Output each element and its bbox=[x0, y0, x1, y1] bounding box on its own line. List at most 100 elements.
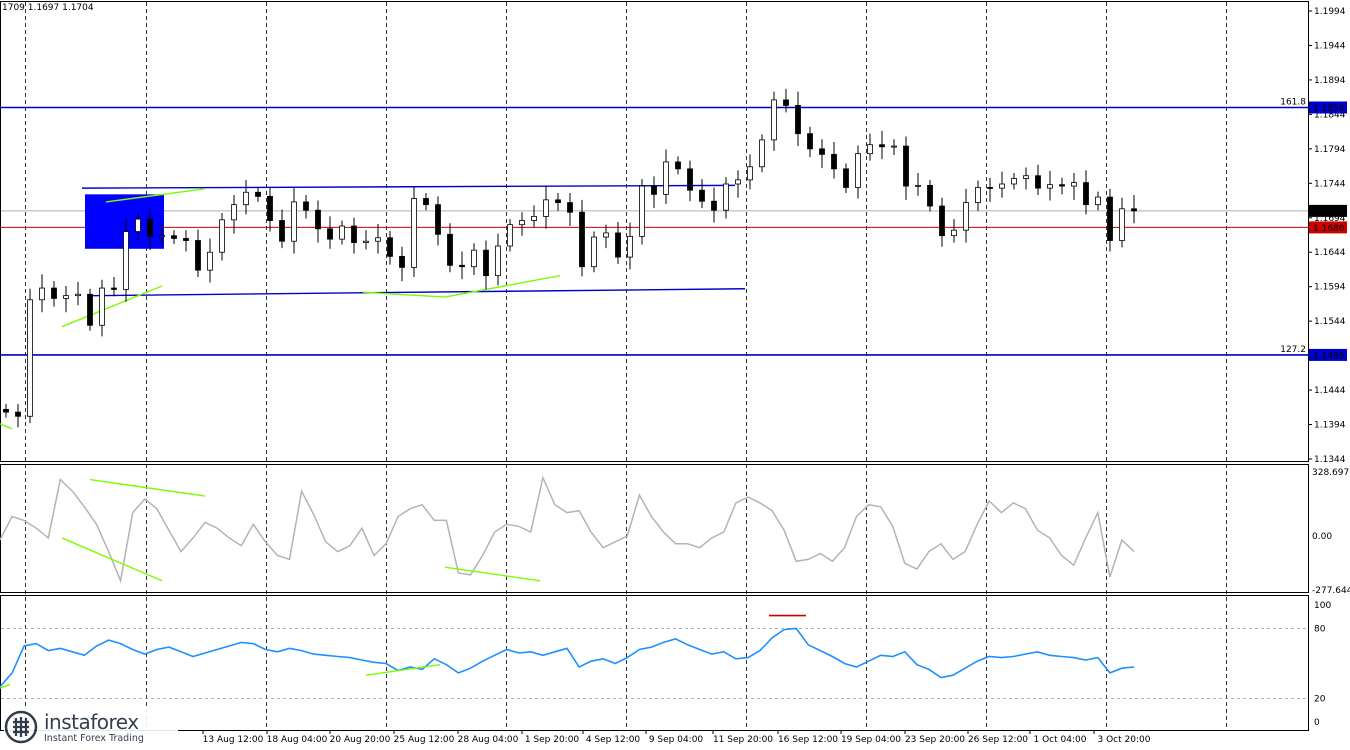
candle-body bbox=[879, 144, 885, 148]
candle-body bbox=[579, 211, 585, 268]
candle-body bbox=[867, 144, 873, 155]
price-tick-label: 1.1944 bbox=[1314, 41, 1346, 51]
cci-tick-label: 328.6976 bbox=[1312, 468, 1350, 478]
candle-body bbox=[975, 187, 981, 204]
candle-body bbox=[303, 201, 309, 211]
rsi-tick-label: 20 bbox=[1314, 695, 1326, 705]
candle-body bbox=[819, 148, 825, 155]
watermark-subtitle: Instant Forex Trading bbox=[44, 732, 144, 744]
rsi-divergence-line bbox=[0, 683, 11, 689]
candle-body bbox=[687, 168, 693, 191]
candle-body bbox=[543, 199, 549, 217]
candle-body bbox=[15, 411, 21, 417]
candle-body bbox=[651, 185, 657, 195]
candle-body bbox=[747, 166, 753, 181]
price-tick-label: 1.1994 bbox=[1314, 7, 1346, 17]
time-tick-label: 4 Sep 12:00 bbox=[586, 735, 641, 745]
candle-body bbox=[327, 228, 333, 240]
candle-body bbox=[375, 237, 381, 242]
price-tick-label: 1.1744 bbox=[1314, 179, 1346, 189]
candle-body bbox=[903, 145, 909, 187]
cci-tick-label: 0.00 bbox=[1312, 532, 1332, 542]
candle-body bbox=[591, 236, 597, 268]
candle-body bbox=[843, 168, 849, 188]
cci-tick-label: -277.6449 bbox=[1312, 586, 1350, 596]
cci-panel-frame bbox=[0, 464, 1309, 593]
candle-body bbox=[987, 187, 993, 189]
candle-body bbox=[963, 202, 969, 231]
time-tick-label: 26 Sep 12:00 bbox=[968, 735, 1028, 745]
candle-body bbox=[51, 287, 57, 299]
instaforex-logo-icon bbox=[4, 710, 38, 744]
time-tick-label: 9 Sep 04:00 bbox=[649, 735, 704, 745]
price-tick-label: 1.1444 bbox=[1314, 386, 1346, 396]
candle-body bbox=[507, 224, 513, 247]
candle-body bbox=[1107, 196, 1113, 241]
time-tick-label: 13 Aug 12:00 bbox=[203, 735, 264, 745]
red-price-badge: 1.1680 bbox=[1313, 224, 1345, 234]
candle-body bbox=[3, 408, 9, 413]
time-axis: 13 Aug 12:00 18 Aug 04:00 20 Aug 20:00 25 A… bbox=[202, 730, 1151, 745]
level-badge-bg bbox=[1309, 101, 1347, 114]
time-tick-label: 1 Sep 20:00 bbox=[525, 735, 580, 745]
candle-body bbox=[1119, 208, 1125, 241]
time-tick-label: 25 Aug 12:00 bbox=[394, 735, 455, 745]
candle-body bbox=[1131, 208, 1137, 212]
current-price-badge: 1.1704 bbox=[1313, 207, 1345, 217]
candle-body bbox=[723, 183, 729, 211]
current-price-badge-bg bbox=[1309, 204, 1347, 217]
candle-body bbox=[27, 299, 33, 417]
candle-body bbox=[639, 185, 645, 237]
level-badge: 1.1495 bbox=[1313, 351, 1345, 361]
candle-body bbox=[399, 255, 405, 268]
candle-body bbox=[663, 161, 669, 195]
candle-body bbox=[1083, 182, 1089, 206]
candle-body bbox=[171, 235, 177, 239]
rsi-tick-label: 80 bbox=[1314, 624, 1326, 634]
candle-body bbox=[1071, 182, 1077, 187]
price-tick-label: 1.1644 bbox=[1314, 248, 1346, 258]
candle-body bbox=[183, 238, 189, 241]
red-price-badge-bg bbox=[1309, 221, 1347, 234]
candle-body bbox=[735, 179, 741, 185]
candle-body bbox=[807, 133, 813, 150]
candle-body bbox=[951, 229, 957, 237]
time-tick-label: 28 Aug 04:00 bbox=[458, 735, 519, 745]
rsi-tick-label: 100 bbox=[1314, 601, 1331, 611]
candle-body bbox=[675, 161, 681, 170]
candle-body bbox=[483, 249, 489, 277]
divergence-line bbox=[61, 285, 163, 328]
fibonacci-levels: 161.8 127.2 bbox=[1, 97, 1308, 356]
candle-body bbox=[411, 198, 417, 268]
rsi-line bbox=[0, 627, 1135, 688]
candle-body bbox=[939, 205, 945, 237]
candle-body bbox=[615, 232, 621, 258]
channel-bottom-line bbox=[91, 288, 746, 297]
candle-body bbox=[855, 153, 861, 188]
candle-body bbox=[447, 233, 453, 266]
level-label: 127.2 bbox=[1280, 345, 1306, 355]
candle-body bbox=[279, 220, 285, 242]
main-panel-frame bbox=[0, 1, 1309, 462]
candle-body bbox=[771, 99, 777, 141]
level-badge: 1.1854 bbox=[1313, 104, 1345, 114]
cci-divergence-line bbox=[444, 566, 541, 582]
candle-body bbox=[423, 198, 429, 206]
candle-body bbox=[219, 219, 225, 253]
candles bbox=[3, 88, 1137, 428]
candle-body bbox=[1059, 184, 1065, 187]
time-tick-label: 11 Sep 20:00 bbox=[713, 735, 773, 745]
candle-body bbox=[111, 287, 117, 290]
candle-body bbox=[699, 189, 705, 202]
trend-channels bbox=[0, 184, 746, 430]
price-tick-label: 1.1844 bbox=[1314, 110, 1346, 120]
candle-body bbox=[351, 225, 357, 243]
price-tick-label: 1.1894 bbox=[1314, 76, 1346, 86]
cci-indicator bbox=[0, 475, 1135, 584]
candle-body bbox=[519, 220, 525, 226]
ohlc-readout: 1709 1.1697 1.1704 bbox=[2, 3, 94, 13]
candle-body bbox=[231, 204, 237, 221]
candle-body bbox=[495, 245, 501, 277]
candle-body bbox=[1011, 178, 1017, 185]
